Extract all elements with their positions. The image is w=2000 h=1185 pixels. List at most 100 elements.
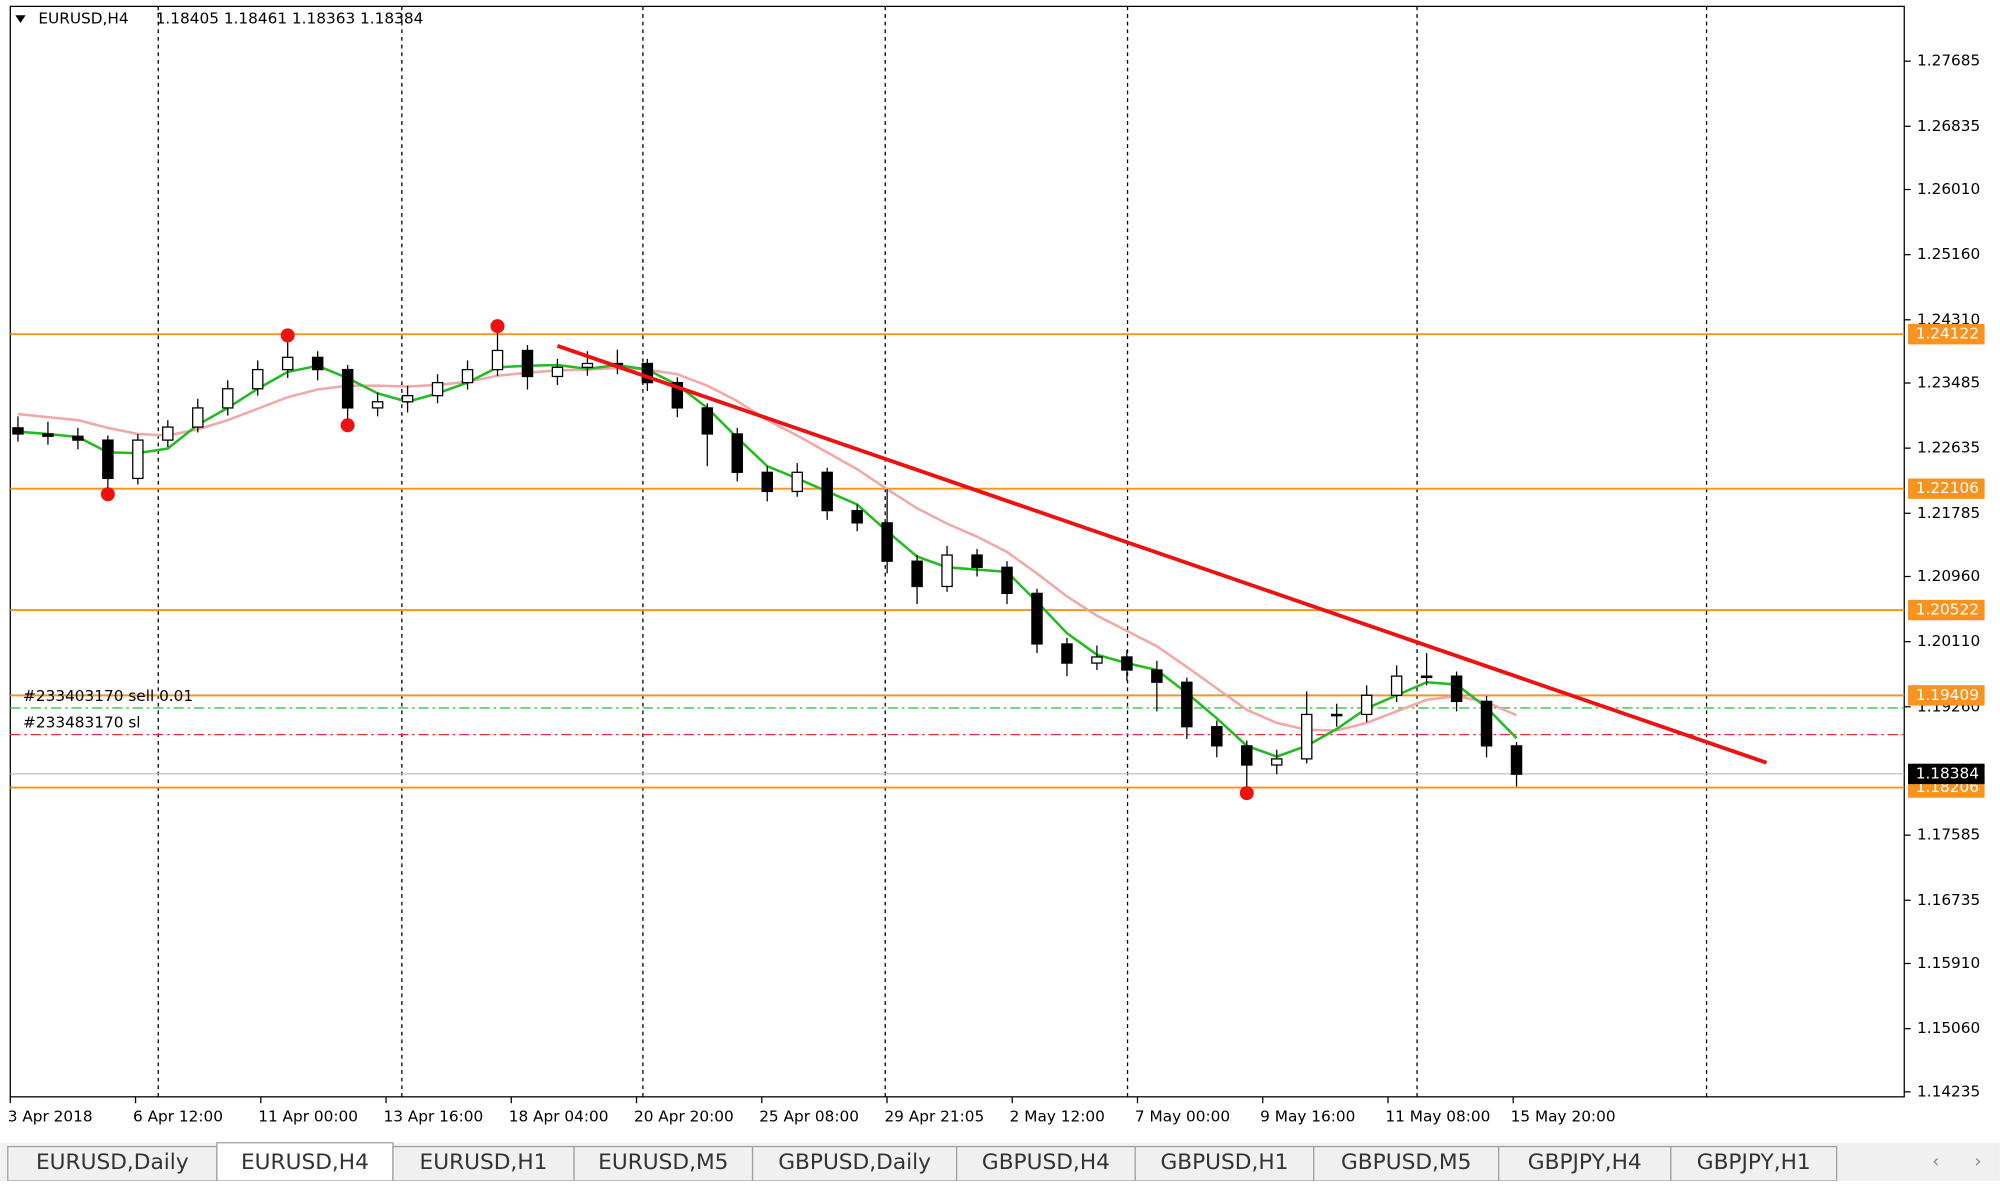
candle-body [1450, 675, 1463, 703]
candle-body [72, 435, 84, 441]
level-price-box [1908, 478, 1985, 499]
candle-body [731, 433, 744, 473]
chart-tab[interactable] [1134, 1145, 1315, 1182]
candle-body [1061, 643, 1073, 664]
chart-tab-label[interactable]: EURUSD,H4 [241, 1150, 369, 1175]
chart-tab-label[interactable]: GBPUSD,H1 [1160, 1150, 1288, 1175]
candle-body [1420, 675, 1433, 679]
fractal-marker [280, 328, 295, 343]
x-tick-label: 13 Apr 16:00 [383, 1108, 483, 1126]
fractal-marker [340, 418, 355, 433]
chart-layer: 1.27685 1.26835 1.26010 1.25160 1.24310 1.234… [7, 52, 1985, 1182]
chart-tab-label[interactable]: EURUSD,Daily [36, 1150, 189, 1175]
order-label: #233403170 sell 0.01 [23, 687, 193, 705]
candle-body [281, 356, 294, 371]
candle-body [461, 368, 474, 384]
chart-tab[interactable] [1313, 1145, 1500, 1182]
fractal-marker [490, 319, 505, 334]
candle-body [1360, 694, 1373, 716]
candle-body [911, 560, 923, 588]
candle-body [491, 349, 504, 371]
x-tick-label: 29 Apr 21:05 [884, 1108, 984, 1126]
x-tick-label: 11 May 08:00 [1385, 1108, 1490, 1126]
candle-body [791, 471, 803, 493]
fractal-marker [100, 487, 115, 502]
tab-scroll-right[interactable]: › [1974, 1151, 1981, 1172]
candle-body [881, 522, 893, 562]
x-tick-label: 2 May 12:00 [1010, 1108, 1105, 1126]
candle-body [132, 439, 144, 480]
chart-tab[interactable] [216, 1142, 394, 1182]
level-price-label: 1.22106 [1916, 479, 1979, 497]
y-tick-label: 1.15060 [1917, 1019, 1980, 1037]
order-label: #233483170 sl [23, 714, 141, 732]
chart-tab-label[interactable]: GBPJPY,H1 [1697, 1150, 1811, 1175]
y-tick-label: 1.26010 [1917, 180, 1980, 198]
candle-body [1001, 566, 1013, 595]
chart-tab-label[interactable]: EURUSD,H1 [420, 1150, 548, 1175]
x-tick-label: 11 Apr 00:00 [258, 1108, 358, 1126]
y-tick-label: 1.22635 [1917, 439, 1980, 457]
y-tick-label: 1.14235 [1917, 1082, 1980, 1100]
candle-body [1211, 726, 1223, 747]
level-price-box [1908, 599, 1985, 621]
candle-body [102, 439, 114, 480]
chart-tab-label[interactable]: EURUSD,M5 [598, 1150, 728, 1175]
candle-body [1181, 681, 1193, 728]
candle-body [581, 362, 594, 368]
candle-body [162, 426, 174, 441]
x-tick-label: 9 May 16:00 [1260, 1108, 1355, 1126]
chart-tab[interactable] [1670, 1145, 1838, 1182]
candle-body [1300, 713, 1313, 760]
candle-body [761, 471, 773, 493]
chart-tab[interactable] [392, 1145, 575, 1182]
x-tick-label: 15 May 20:00 [1511, 1108, 1616, 1126]
candle-body [1031, 592, 1043, 645]
y-tick-label: 1.23485 [1917, 374, 1980, 392]
candle-body [251, 368, 264, 390]
chart-tab[interactable] [1498, 1145, 1672, 1182]
candle-body [971, 554, 983, 568]
symbol-label: EURUSD,H4 [38, 10, 128, 28]
candle-body [1151, 669, 1163, 683]
candle-body [371, 401, 384, 409]
level-price-label: 1.20522 [1916, 601, 1979, 619]
chart-tab-label[interactable]: GBPJPY,H4 [1528, 1150, 1642, 1175]
chart-tab-label[interactable]: GBPUSD,M5 [1341, 1150, 1471, 1175]
candle-body [1121, 656, 1133, 671]
candle-body [701, 407, 714, 435]
fractal-marker [1239, 786, 1254, 801]
x-tick-label: 20 Apr 20:00 [634, 1108, 734, 1126]
candle-body [1330, 713, 1343, 717]
candle-body [431, 381, 444, 397]
candle-body [521, 349, 534, 378]
y-tick-label: 1.26835 [1917, 117, 1980, 135]
candle-body [401, 395, 414, 403]
ohlc-label: 1.18405 1.18461 1.18363 1.18384 [156, 10, 424, 28]
y-tick-label: 1.17585 [1917, 826, 1980, 844]
chart-tab-label[interactable]: GBPUSD,Daily [778, 1150, 931, 1175]
x-tick-label: 25 Apr 08:00 [759, 1108, 859, 1126]
x-tick-label: 3 Apr 2018 [8, 1108, 93, 1126]
candle-body [341, 368, 354, 409]
candle-body [641, 362, 654, 384]
y-tick-label: 1.20960 [1917, 567, 1980, 585]
y-tick-label: 1.20110 [1917, 632, 1980, 650]
y-tick-label: 1.21785 [1917, 504, 1980, 522]
chart-tab-label[interactable]: GBPUSD,H4 [982, 1150, 1110, 1175]
tab-scroll-left[interactable]: ‹ [1932, 1151, 1939, 1172]
chart-tab[interactable] [751, 1145, 958, 1182]
candle-body [222, 388, 234, 409]
candle-body [1091, 656, 1103, 664]
x-tick-label: 7 May 00:00 [1135, 1108, 1230, 1126]
candle-body [941, 554, 953, 588]
collapse-arrow[interactable] [15, 15, 26, 23]
trendline [556, 344, 1768, 765]
candle-body [42, 433, 54, 437]
candle-body [12, 427, 24, 435]
candle-body [311, 356, 324, 371]
y-tick-label: 1.27685 [1917, 52, 1980, 70]
x-tick-label: 18 Apr 04:00 [509, 1108, 609, 1126]
